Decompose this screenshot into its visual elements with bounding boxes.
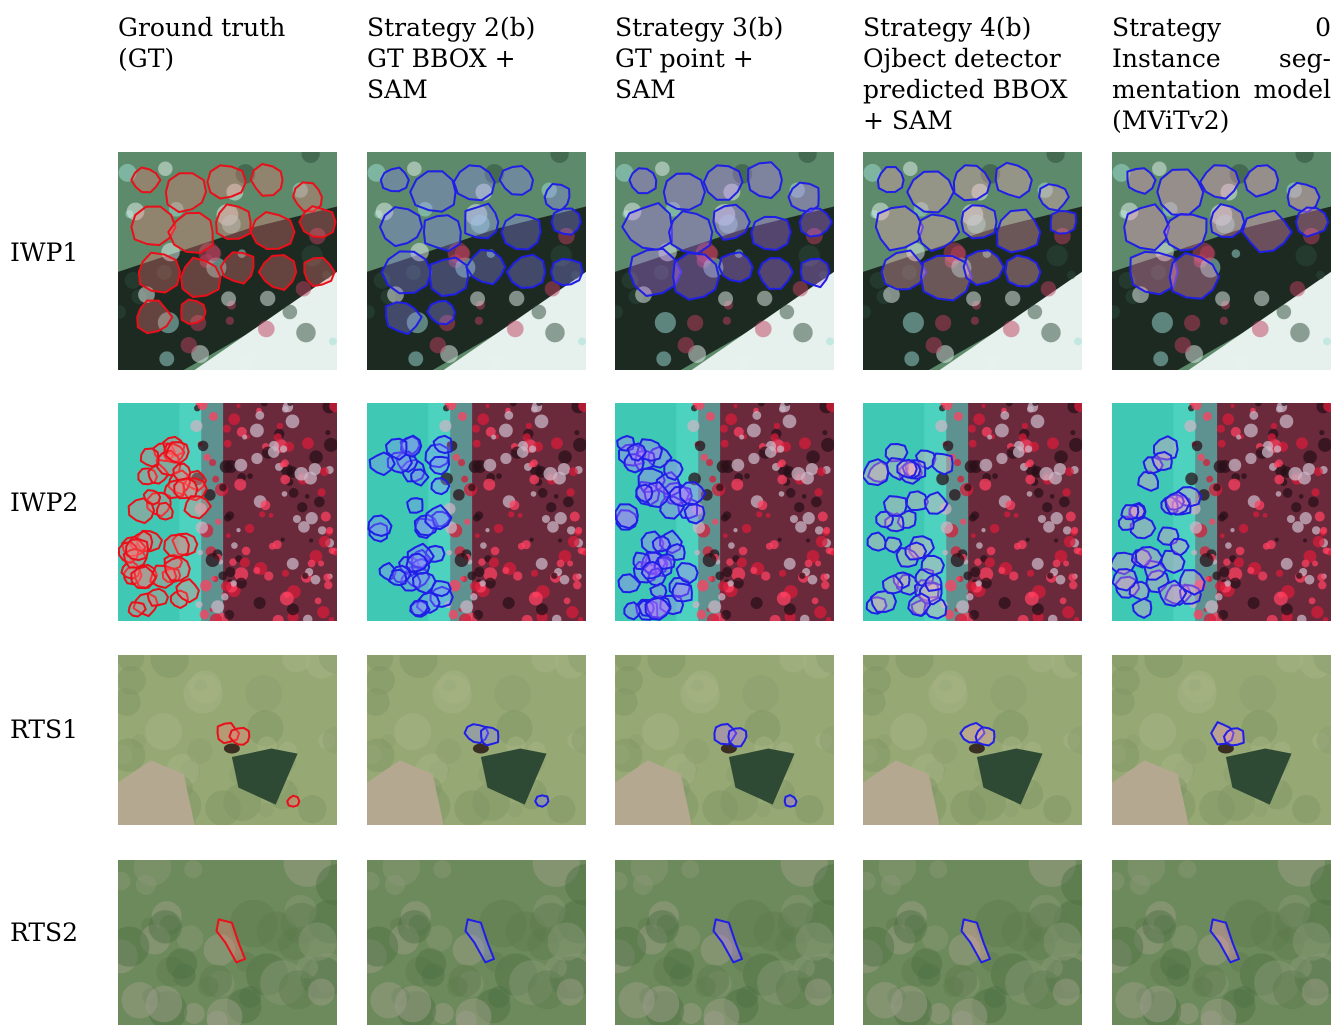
segmentation-image: [1112, 152, 1331, 370]
panel-iwp2-s2b: [367, 403, 586, 621]
panel-rts2-gt: [118, 860, 337, 1025]
header-line: Strategy 4(b): [863, 13, 1032, 42]
column-header-s3b: Strategy 3(b) GT point + SAM: [615, 12, 834, 105]
segmentation-image: [1112, 655, 1331, 825]
header-line: SAM: [367, 75, 428, 104]
header-line: + SAM: [863, 106, 953, 135]
panel-iwp1-s0: [1112, 152, 1331, 370]
segmentation-image: [367, 403, 586, 621]
segmentation-image: [615, 152, 834, 370]
panel-rts1-s3b: [615, 655, 834, 825]
row-label-iwp2: IWP2: [10, 488, 79, 517]
header-line: Ojbect detector: [863, 44, 1061, 73]
header-word: 0: [1315, 13, 1331, 42]
panel-rts2-s4b: [863, 860, 1082, 1025]
header-line: Strategy 0: [1112, 12, 1331, 43]
column-header-s2b: Strategy 2(b) GT BBOX + SAM: [367, 12, 586, 105]
panel-rts2-s0: [1112, 860, 1331, 1025]
segmentation-image: [615, 655, 834, 825]
header-line: SAM: [615, 75, 676, 104]
header-line: (MViTv2): [1112, 106, 1230, 135]
panel-rts1-s0: [1112, 655, 1331, 825]
panel-iwp1-gt: [118, 152, 337, 370]
header-line: Strategy 3(b): [615, 13, 784, 42]
segmentation-image: [118, 655, 337, 825]
header-word: mentation: [1112, 75, 1241, 104]
segmentation-image: [863, 655, 1082, 825]
row-label-rts1: RTS1: [10, 715, 79, 744]
header-word: Strategy: [1112, 13, 1221, 42]
header-line: predicted BBOX: [863, 75, 1068, 104]
header-word: seg-: [1278, 44, 1331, 73]
header-word: model: [1253, 75, 1331, 104]
header-word: Instance: [1112, 44, 1221, 73]
header-line: (GT): [118, 44, 175, 73]
segmentation-image: [367, 860, 586, 1025]
panel-rts1-s2b: [367, 655, 586, 825]
row-label-iwp1: IWP1: [10, 238, 79, 267]
panel-rts2-s2b: [367, 860, 586, 1025]
segmentation-image: [1112, 403, 1331, 621]
segmentation-image: [367, 655, 586, 825]
row-label-rts2: RTS2: [10, 918, 79, 947]
header-line: Ground truth: [118, 13, 286, 42]
segmentation-image: [1112, 860, 1331, 1025]
segmentation-image: [863, 403, 1082, 621]
header-line: GT BBOX +: [367, 44, 516, 73]
segmentation-image: [118, 152, 337, 370]
segmentation-image: [118, 403, 337, 621]
column-header-s0: Strategy 0 Instance seg-mentation model (MViT…: [1112, 12, 1331, 136]
header-line: Strategy 2(b): [367, 13, 536, 42]
panel-rts1-gt: [118, 655, 337, 825]
panel-iwp1-s3b: [615, 152, 834, 370]
segmentation-image: [863, 152, 1082, 370]
panel-iwp2-s3b: [615, 403, 834, 621]
panel-iwp1-s2b: [367, 152, 586, 370]
panel-iwp2-s0: [1112, 403, 1331, 621]
panel-rts1-s4b: [863, 655, 1082, 825]
segmentation-image: [863, 860, 1082, 1025]
panel-iwp2-gt: [118, 403, 337, 621]
segmentation-image: [367, 152, 586, 370]
header-line: mentation model: [1112, 74, 1331, 105]
panel-rts2-s3b: [615, 860, 834, 1025]
segmentation-image: [615, 403, 834, 621]
panel-iwp2-s4b: [863, 403, 1082, 621]
header-line: GT point +: [615, 44, 754, 73]
segmentation-image: [118, 860, 337, 1025]
segmentation-image: [615, 860, 834, 1025]
column-header-s4b: Strategy 4(b) Ojbect detector predicted BB…: [863, 12, 1082, 136]
panel-iwp1-s4b: [863, 152, 1082, 370]
header-line: Instance seg-: [1112, 43, 1331, 74]
column-header-gt: Ground truth (GT): [118, 12, 337, 74]
